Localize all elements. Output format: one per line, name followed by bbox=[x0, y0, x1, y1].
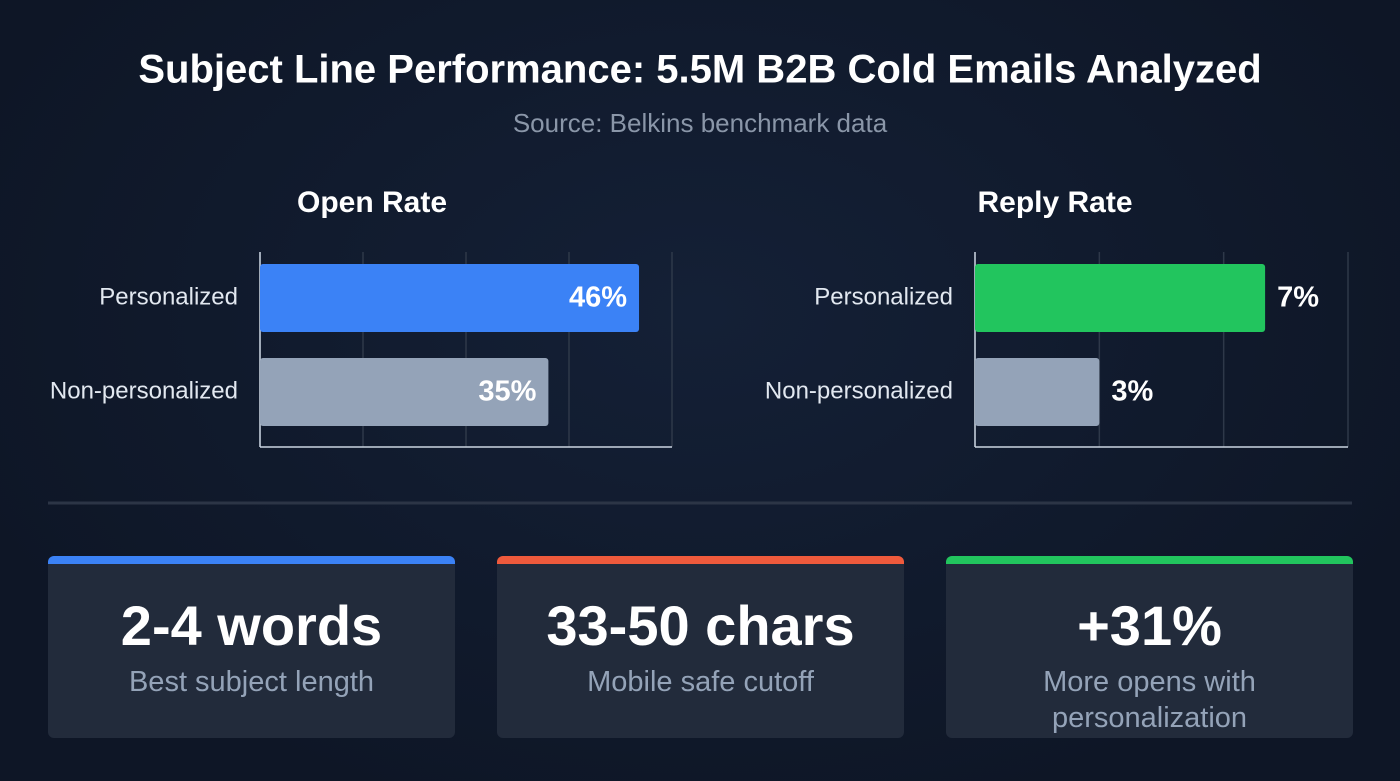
category-label: Personalized bbox=[814, 283, 953, 310]
card-accent bbox=[48, 556, 455, 564]
stat-card: 2-4 words Best subject length bbox=[48, 556, 455, 738]
chart-title: Reply Rate bbox=[977, 186, 1132, 219]
value-label: 35% bbox=[478, 376, 536, 408]
category-label: Personalized bbox=[99, 283, 238, 310]
value-label: 7% bbox=[1277, 282, 1319, 314]
bar bbox=[260, 358, 549, 426]
category-label: Non-personalized bbox=[765, 377, 953, 404]
value-label: 46% bbox=[569, 282, 627, 314]
card-value: 33-50 chars bbox=[546, 594, 855, 657]
card-accent bbox=[946, 556, 1353, 564]
card-value: 2-4 words bbox=[120, 594, 383, 657]
title: Subject Line Performance: 5.5M B2B Cold … bbox=[138, 48, 1261, 92]
bar bbox=[975, 264, 1266, 332]
bar bbox=[975, 358, 1100, 426]
chart-title: Open Rate bbox=[297, 186, 447, 219]
card-value: +31% bbox=[1077, 594, 1222, 657]
card-accent bbox=[497, 556, 904, 564]
bar bbox=[260, 264, 640, 332]
stat-card: 33-50 chars Mobile safe cutoff bbox=[497, 556, 904, 738]
card-label: Mobile safe cutoff bbox=[587, 666, 814, 698]
card-label: More opens with personalization bbox=[1043, 666, 1256, 734]
stat-card: +31% More opens with personalization bbox=[946, 556, 1353, 738]
subtitle: Source: Belkins benchmark data bbox=[513, 108, 888, 138]
category-label: Non-personalized bbox=[50, 377, 238, 404]
card-label: Best subject length bbox=[128, 666, 375, 698]
value-label: 3% bbox=[1111, 376, 1153, 408]
